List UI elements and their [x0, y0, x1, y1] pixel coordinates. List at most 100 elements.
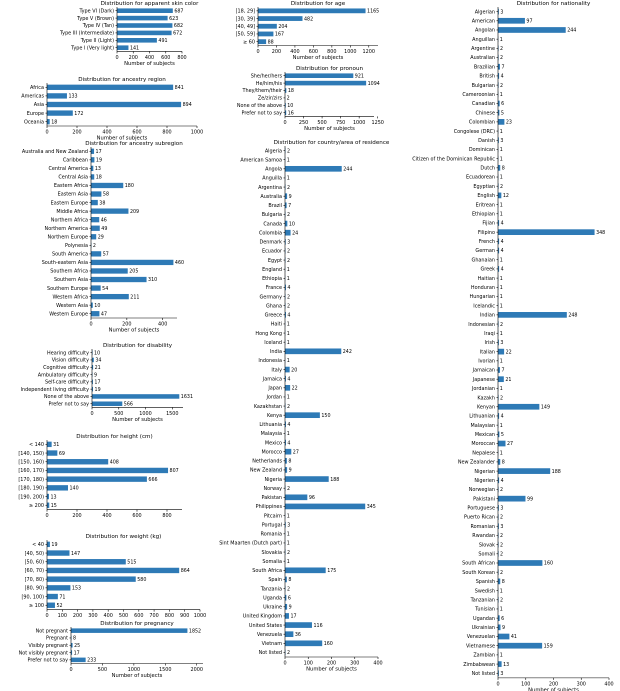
chart-nationality-bar — [498, 348, 505, 355]
chart-nationality-category-label: Danish — [478, 138, 495, 144]
chart-subregion-category-label: Middle Africa — [56, 209, 88, 215]
chart-residence-category-label: Somalia — [262, 559, 282, 565]
chart-age-bar — [258, 8, 366, 14]
chart-nationality-category-label: Vietnamese — [466, 643, 495, 649]
chart-subregion-bar — [91, 311, 100, 317]
chart-pregnancy-xtick-label: 500 — [98, 667, 107, 673]
chart-residence-value-label: 1 — [287, 431, 290, 437]
chart-skin-value-label: 491 — [158, 38, 167, 44]
chart-height-value-label: 13 — [50, 494, 56, 500]
chart-weight-category-label: [90, 100) — [22, 594, 45, 600]
chart-weight-xtick-label: 0 — [45, 613, 48, 619]
chart-residence-value-label: 27 — [293, 449, 299, 455]
chart-nationality-bar — [498, 624, 501, 631]
chart-height-bar — [47, 467, 169, 474]
chart-height-bar — [47, 459, 109, 465]
chart-residence-category-label: Malaysia — [261, 431, 282, 437]
chart-nationality-category-label: Japanese — [472, 377, 495, 383]
chart-skin-bar — [117, 38, 157, 43]
chart-pronoun-category-label: He/him/his — [256, 81, 283, 87]
chart-ancestry-xlabel: Number of subjects — [97, 136, 148, 142]
chart-pregnancy-category-label: Pregnant — [46, 636, 68, 642]
chart-age-xtick-label: 600 — [309, 49, 318, 55]
chart-nationality-bar — [498, 376, 504, 383]
chart-age-xtick-label: 0 — [256, 49, 259, 55]
chart-nationality-value-label: 27 — [507, 441, 513, 447]
chart-residence-category-label: Tanzania — [260, 586, 282, 592]
chart-nationality-category-label: Norwegian — [469, 487, 495, 493]
chart-weight-bar — [47, 602, 55, 608]
chart-pregnancy-category-label: Not pregnant — [36, 628, 68, 634]
chart-age-category-label: [50, 59] — [236, 32, 255, 38]
chart-subregion-category-label: Southern Europe — [47, 286, 88, 292]
chart-nationality-value-label: 41 — [511, 634, 517, 640]
chart-subregion-category-label: Northern America — [45, 226, 88, 232]
chart-residence-value-label: 1 — [287, 157, 290, 163]
chart-residence-bar — [285, 229, 291, 236]
chart-nationality-bar — [498, 633, 510, 640]
chart-residence-category-label: Anguilla — [262, 176, 282, 182]
chart-pronoun-category-label: Ze/zir/zirs — [258, 96, 283, 102]
chart-pronoun-bar — [285, 88, 287, 93]
chart-residence-value-label: 96 — [309, 495, 315, 501]
chart-residence-xtick-label: 300 — [350, 661, 359, 667]
chart-subregion-title: Distribution for ancestry subregion — [85, 141, 183, 147]
chart-residence-value-label: 4 — [287, 376, 290, 382]
chart-skin-bar — [117, 45, 129, 50]
chart-age-category-label: ≥ 60 — [243, 39, 255, 45]
chart-residence-bar — [285, 622, 312, 628]
chart-nationality-value-label: 23 — [506, 120, 512, 126]
chart-residence-title: Distribution for country/area of residen… — [274, 140, 390, 146]
chart-residence-value-label: 2 — [287, 404, 290, 410]
chart-nationality-category-label: Spanish — [476, 579, 495, 585]
chart-residence-value-label: 244 — [343, 167, 352, 173]
chart-residence-category-label: Japan — [267, 386, 282, 392]
chart-residence-bar — [285, 311, 286, 318]
chart-pregnancy-value-label: 25 — [74, 643, 80, 649]
chart-residence-bar — [285, 165, 342, 172]
chart-residence-value-label: 2 — [287, 148, 290, 154]
chart-nationality-bar — [498, 523, 499, 530]
chart-disability-category-label: Independent living difficulty — [21, 387, 90, 393]
chart-residence-category-label: American Samoa — [240, 157, 282, 163]
chart-residence-value-label: 7 — [288, 203, 291, 209]
chart-residence-value-label: 2 — [287, 258, 290, 264]
chart-nationality-bar — [498, 615, 500, 621]
chart-age-bar — [258, 39, 267, 45]
chart-subregion-category-label: Western Europe — [49, 311, 88, 317]
chart-nationality-value-label: 4 — [501, 478, 504, 484]
chart-residence-value-label: 116 — [313, 623, 322, 629]
chart-nationality-bar — [498, 119, 505, 125]
chart-residence-value-label: 3 — [287, 522, 290, 528]
chart-disability-value-label: 566 — [124, 401, 133, 407]
chart-subregion-value-label: 38 — [99, 200, 105, 206]
chart-nationality-bar — [498, 312, 567, 318]
chart-nationality-category-label: Filipino — [478, 230, 495, 236]
chart-nationality-bar — [498, 266, 500, 272]
chart-nationality-category-label: Bulgarian — [472, 83, 495, 89]
chart-disability-value-label: 21 — [95, 365, 101, 371]
chart-residence-bar — [285, 284, 286, 291]
chart-nationality-category-label: Argentine — [471, 46, 495, 52]
chart-nationality-value-label: 1 — [500, 285, 503, 291]
chart-age-category-label: [30, 39] — [236, 16, 255, 22]
chart-nationality-value-label: 7 — [501, 368, 504, 374]
chart-nationality-bar — [498, 477, 500, 484]
chart-residence-category-label: Haiti — [271, 322, 282, 328]
chart-weight-value-label: 580 — [137, 577, 146, 583]
chart-pregnancy-value-label: 17 — [74, 650, 80, 656]
chart-nationality-value-label: 4 — [501, 74, 504, 80]
chart-nationality-value-label: 1 — [500, 423, 503, 429]
chart-nationality-category-label: Dominican — [469, 147, 495, 153]
chart-nationality-category-label: Canadian — [472, 101, 495, 107]
chart-residence-xtick-label: 100 — [304, 661, 313, 667]
chart-nationality-value-label: 2 — [500, 184, 503, 190]
chart-nationality-category-label: Haitian — [478, 276, 495, 282]
chart-subregion-category-label: Caribbean — [63, 158, 88, 164]
chart-nationality-value-label: 21 — [505, 377, 511, 383]
chart-ancestry-bar — [47, 93, 67, 99]
chart-nationality-category-label: Nepalese — [472, 450, 495, 456]
chart-residence-value-label: 8 — [288, 459, 291, 465]
chart-nationality-category-label: Congolese (DRC) — [454, 129, 495, 135]
chart-disability-category-label: Cognitive difficulty — [43, 365, 89, 371]
